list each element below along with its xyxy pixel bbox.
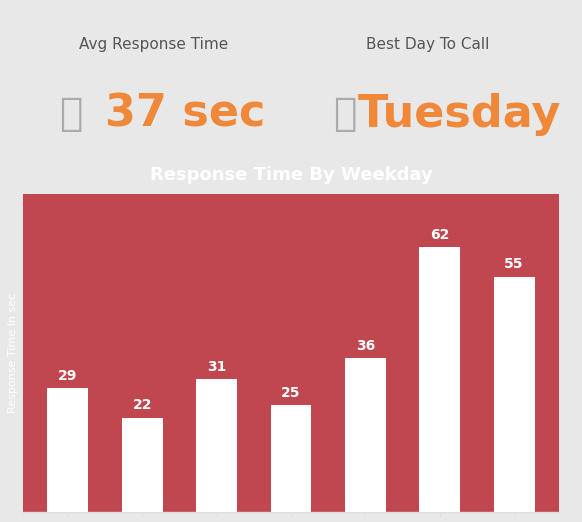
Bar	[494, 277, 534, 512]
Text: 29: 29	[58, 369, 77, 383]
Text: 31: 31	[207, 360, 226, 374]
Text: 37 sec: 37 sec	[105, 93, 265, 136]
Text: 25: 25	[281, 386, 301, 400]
Text: 36: 36	[356, 339, 375, 353]
Bar	[419, 247, 460, 512]
Text: 📅: 📅	[333, 95, 356, 133]
Bar	[122, 418, 163, 512]
Text: Best Day To Call: Best Day To Call	[367, 37, 490, 52]
Text: 22: 22	[133, 398, 152, 412]
Y-axis label: Response Time In sec: Response Time In sec	[8, 292, 17, 413]
Text: Tuesday: Tuesday	[358, 93, 561, 136]
Bar	[196, 379, 237, 512]
Text: Avg Response Time: Avg Response Time	[79, 37, 229, 52]
Text: 55: 55	[505, 257, 524, 271]
Bar	[345, 358, 386, 512]
Title: Response Time By Weekday: Response Time By Weekday	[150, 166, 432, 184]
Bar	[271, 405, 311, 512]
Text: 62: 62	[430, 228, 449, 242]
Text: ⏱: ⏱	[59, 95, 82, 133]
Bar	[48, 388, 88, 512]
